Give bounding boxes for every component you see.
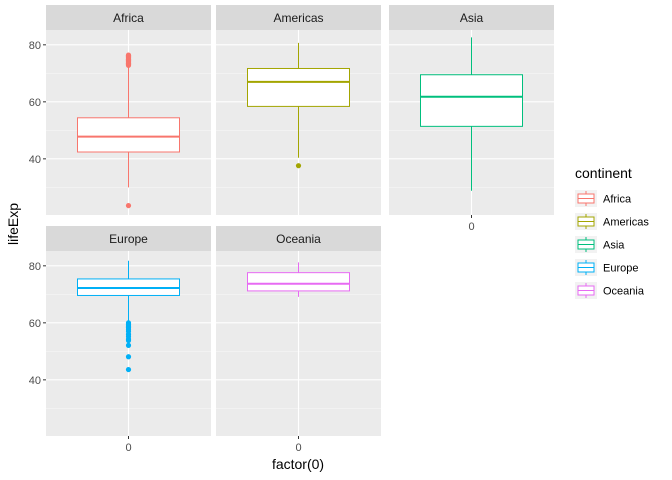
outlier-point <box>125 52 132 58</box>
box-iqr <box>247 272 350 292</box>
box-asia <box>420 37 523 191</box>
legend-title: continent <box>575 165 632 181</box>
box-iqr <box>420 74 523 127</box>
legend-item-americas: Americas <box>575 213 649 230</box>
outlier-point <box>125 366 132 373</box>
strip-label-asia: Asia <box>460 11 484 25</box>
legend-item-africa: Africa <box>575 190 632 207</box>
box-europe <box>77 260 180 373</box>
outlier-point <box>125 342 132 348</box>
box-iqr <box>247 67 350 107</box>
x-tick-label: 0 <box>468 221 474 233</box>
panel-asia: Asia 0 <box>389 5 554 233</box>
strip-europe <box>46 226 211 251</box>
panel-americas: Americas <box>216 5 381 215</box>
legend-label: Americas <box>603 217 649 229</box>
panel-africa: Africa 40 60 80 <box>29 5 211 215</box>
y-tick-label: 40 <box>29 154 41 166</box>
strip-asia <box>389 5 554 30</box>
box-iqr <box>77 117 180 153</box>
legend-label: Europe <box>603 263 638 275</box>
strip-oceania <box>216 226 381 251</box>
panel-europe: Europe 40 60 80 0 <box>29 226 211 454</box>
panel-oceania: Oceania 0 <box>216 226 381 454</box>
box-americas <box>247 42 350 169</box>
y-tick-label: 60 <box>29 318 41 330</box>
outlier-point <box>295 163 302 169</box>
outlier-point <box>125 202 132 209</box>
y-axis-title: lifeExp <box>5 203 21 245</box>
y-tick-label: 80 <box>29 261 41 273</box>
legend-item-oceania: Oceania <box>575 282 645 299</box>
legend-label: Africa <box>603 194 632 206</box>
strip-label-oceania: Oceania <box>276 232 321 246</box>
x-tick-label: 0 <box>295 442 301 454</box>
strip-africa <box>46 5 211 30</box>
legend-label: Asia <box>603 240 625 252</box>
y-tick-label: 80 <box>29 40 41 52</box>
x-tick-label: 0 <box>125 442 131 454</box>
outlier-point <box>125 354 132 360</box>
box-oceania <box>247 262 350 297</box>
strip-label-europe: Europe <box>109 232 148 246</box>
outlier-point <box>125 320 132 326</box>
x-axis-title: factor(0) <box>272 456 324 472</box>
y-tick-label: 60 <box>29 97 41 109</box>
y-tick-label: 40 <box>29 375 41 387</box>
strip-label-americas: Americas <box>273 11 323 25</box>
strip-label-africa: Africa <box>113 11 144 25</box>
strip-americas <box>216 5 381 30</box>
legend-item-asia: Asia <box>575 236 625 253</box>
legend-item-europe: Europe <box>575 259 638 276</box>
legend-label: Oceania <box>603 286 645 298</box>
box-africa <box>77 52 180 209</box>
